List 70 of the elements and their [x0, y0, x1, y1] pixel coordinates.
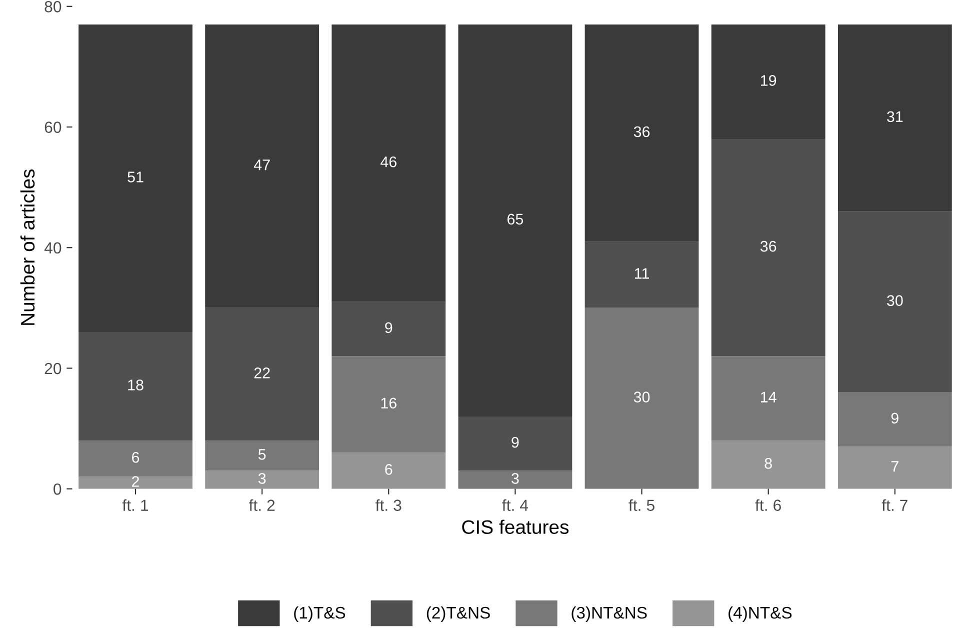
data-label: 65: [507, 214, 524, 225]
bar: [332, 356, 446, 453]
bar: [584, 242, 699, 308]
data-label: 9: [891, 412, 898, 424]
legend-label: (2)T&NS: [426, 606, 490, 622]
x-tick-label: ft. 3: [376, 499, 402, 511]
data-label: 46: [380, 156, 396, 168]
data-label: 3: [258, 473, 266, 484]
y-tick-label: 40: [44, 242, 62, 254]
bar: [711, 356, 826, 441]
y-tick-label: 0: [54, 483, 62, 495]
data-label: 36: [634, 126, 650, 138]
data-label: 19: [761, 75, 776, 86]
data-label: 11: [635, 268, 649, 279]
bar: [838, 211, 952, 392]
x-tick-label: ft. 4: [502, 499, 528, 511]
x-tick-label: ft. 2: [248, 499, 275, 511]
legend-label: (1)T&S: [294, 606, 346, 622]
legend-label: (4)NT&S: [728, 606, 792, 622]
data-label: 30: [634, 392, 650, 402]
bar: [711, 440, 826, 489]
legend-label: (3)NT&NS: [572, 606, 647, 622]
bar: [78, 332, 192, 441]
data-label: 2: [132, 476, 139, 487]
data-label: 6: [132, 452, 140, 463]
x-axis-title: CIS features: [462, 520, 569, 534]
data-label: 9: [385, 322, 392, 334]
data-label: 51: [128, 172, 144, 182]
bar: [458, 470, 572, 489]
bar: [584, 308, 699, 489]
x-tick-label: ft. 5: [628, 499, 654, 511]
bar: [205, 470, 320, 489]
bar: [584, 24, 699, 242]
bar: [838, 24, 952, 212]
bar: [332, 302, 446, 356]
data-label: 9: [512, 436, 519, 448]
x-tick-label: ft. 1: [122, 499, 148, 511]
y-tick-label: 60: [44, 122, 62, 133]
bar: [711, 24, 826, 140]
data-label: 16: [381, 398, 396, 409]
data-label: 36: [760, 240, 776, 252]
bar: [332, 452, 446, 489]
bar: [711, 139, 826, 356]
bar: [458, 24, 572, 416]
data-label: 22: [254, 368, 270, 378]
y-axis-title: Number of articles: [20, 169, 35, 325]
x-tick-label: ft. 6: [755, 499, 781, 511]
bar: [205, 24, 320, 308]
data-label: 8: [764, 458, 772, 469]
data-label: 5: [258, 449, 266, 460]
data-label: 47: [254, 160, 270, 170]
y-tick-label: 20: [44, 362, 62, 374]
data-label: 30: [886, 295, 903, 306]
bar: [838, 446, 952, 489]
data-label: 31: [886, 111, 903, 122]
bar: [205, 440, 320, 471]
bar: [332, 24, 446, 302]
data-label: 14: [761, 392, 776, 402]
data-label: 6: [385, 464, 392, 475]
bar: [458, 416, 572, 471]
bar: [78, 24, 192, 332]
data-label: 18: [128, 380, 144, 390]
x-tick-label: ft. 7: [882, 499, 908, 511]
y-tick-label: 80: [44, 1, 62, 12]
data-label: 3: [512, 473, 519, 484]
bar: [205, 308, 320, 441]
bar: [78, 440, 192, 477]
bar: [78, 476, 192, 489]
data-label: 7: [891, 461, 898, 472]
bar: [838, 392, 952, 447]
